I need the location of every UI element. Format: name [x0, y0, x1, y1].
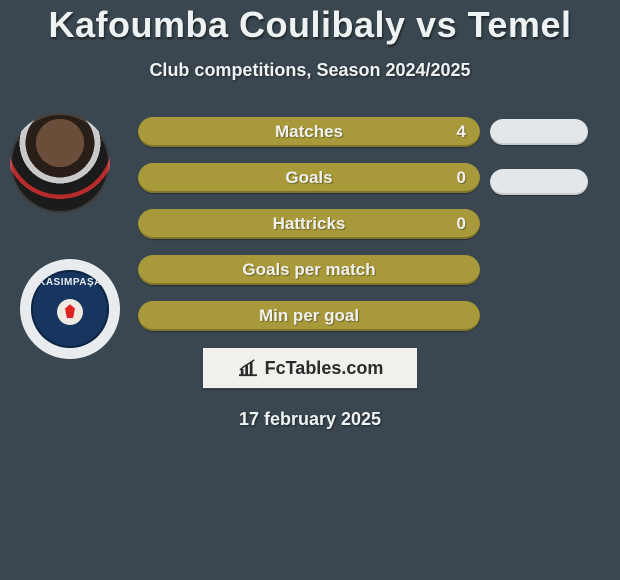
- stat-bar: Matches 4: [138, 117, 480, 147]
- stat-bar: Goals per match: [138, 255, 480, 285]
- stat-bar: Goals 0: [138, 163, 480, 193]
- stats-bar-list: Matches 4 Goals 0 Hattricks 0 Goals per …: [138, 117, 480, 331]
- stats-content: KASIMPAŞA Matches 4 Goals 0 Hattricks 0 …: [0, 117, 620, 331]
- brand-badge: FcTables.com: [202, 347, 418, 389]
- date-text: 17 february 2025: [0, 409, 620, 430]
- team-logo-inner: KASIMPAŞA: [31, 270, 109, 348]
- stat-label: Matches: [275, 122, 343, 142]
- player-photo: [10, 113, 110, 213]
- subtitle: Club competitions, Season 2024/2025: [0, 60, 620, 81]
- team-logo-ball-icon: [57, 299, 83, 325]
- team-logo-text: KASIMPAŞA: [38, 277, 102, 288]
- stat-label: Min per goal: [259, 306, 359, 326]
- comparison-pill: [490, 119, 588, 145]
- stat-value: 4: [457, 122, 466, 142]
- page-title: Kafoumba Coulibaly vs Temel: [0, 0, 620, 46]
- stat-bar: Min per goal: [138, 301, 480, 331]
- bar-chart-icon: [237, 359, 259, 377]
- stat-label: Hattricks: [273, 214, 346, 234]
- stat-value: 0: [457, 168, 466, 188]
- stat-value: 0: [457, 214, 466, 234]
- stat-bar: Hattricks 0: [138, 209, 480, 239]
- team-logo: KASIMPAŞA: [20, 259, 120, 359]
- comparison-pill-column: [490, 117, 588, 219]
- stat-label: Goals: [285, 168, 332, 188]
- stat-label: Goals per match: [242, 260, 375, 280]
- comparison-pill: [490, 169, 588, 195]
- brand-text: FcTables.com: [265, 358, 384, 379]
